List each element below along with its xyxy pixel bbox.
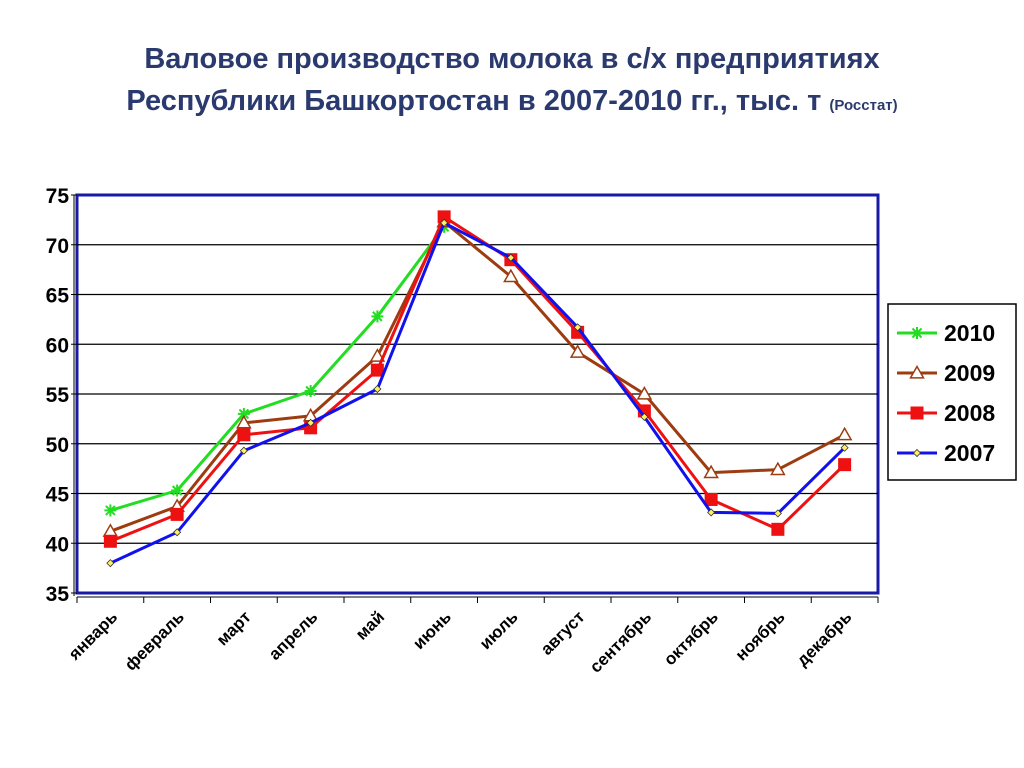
- legend: 2010 2009 2008 2007: [897, 320, 995, 466]
- point-2009-6: [503, 268, 519, 283]
- point-2010-4: [371, 310, 384, 323]
- point-2007-1: [173, 528, 182, 537]
- x-tick-label-1: февраль: [121, 607, 188, 674]
- x-tick-label-7: август: [537, 607, 588, 658]
- point-2008-0: [103, 534, 117, 548]
- series-line-2009: [109, 220, 846, 533]
- point-2007-4: [373, 384, 382, 394]
- point-2007-9: [707, 508, 716, 517]
- y-tick-label-45: 45: [46, 484, 70, 507]
- point-2010-1: [171, 484, 184, 497]
- point-2007-5: [440, 218, 449, 227]
- legend-label-2008: 2008: [944, 400, 995, 426]
- legend-marker-2008: [910, 406, 924, 420]
- x-tick-label-5: июнь: [409, 607, 455, 653]
- series-line-2007: [109, 221, 846, 565]
- point-2009-7: [569, 344, 586, 358]
- point-2008-10: [771, 522, 785, 536]
- point-2010-3: [304, 385, 317, 398]
- y-tick-label-65: 65: [46, 285, 70, 308]
- point-2007-8: [640, 412, 649, 421]
- series-line-2010: [109, 225, 446, 512]
- point-2008-9: [704, 492, 718, 506]
- x-tick-label-9: октябрь: [660, 607, 722, 669]
- x-tick-label-0: январь: [64, 607, 121, 664]
- y-tick-label-60: 60: [46, 334, 69, 357]
- x-tick-label-4: май: [352, 607, 388, 643]
- point-2007-2: [239, 446, 248, 455]
- y-tick-label-35: 35: [46, 583, 70, 606]
- point-2009-8: [636, 385, 653, 400]
- point-2007-6: [506, 253, 515, 262]
- legend-label-2009: 2009: [944, 360, 995, 386]
- point-2007-7: [573, 323, 582, 332]
- title-line-1: Валовое производство молока в с/х предпр…: [144, 43, 880, 75]
- source-label: (Росстат): [829, 97, 898, 114]
- point-2009-2: [236, 414, 252, 429]
- point-2010-0: [104, 504, 117, 517]
- point-2008-2: [237, 428, 251, 442]
- series-2009: [102, 213, 853, 537]
- y-tick-label-40: 40: [46, 533, 69, 556]
- y-tick-labels: 35 40 45 50 55 60 65 70 75: [46, 185, 70, 606]
- x-tick-label-3: апрель: [265, 607, 321, 663]
- point-2007-3: [306, 418, 315, 427]
- point-2009-9: [703, 464, 719, 479]
- point-2009-10: [770, 461, 786, 476]
- series-group: [102, 210, 853, 568]
- series-2010: [104, 220, 451, 517]
- axes: [71, 194, 879, 603]
- y-tick-label-70: 70: [46, 235, 69, 258]
- point-2007-11: [840, 443, 849, 452]
- legend-label-2010: 2010: [944, 320, 995, 346]
- legend-marker-2009: [909, 364, 925, 379]
- legend-marker-2007: [912, 448, 922, 458]
- chart-title: Валовое производство молока в с/х предпр…: [0, 38, 1024, 127]
- y-tick-label-55: 55: [46, 384, 70, 407]
- point-2009-4: [369, 348, 386, 362]
- x-tick-label-6: июль: [476, 607, 522, 653]
- legend-marker-2010: [911, 327, 923, 339]
- y-tick-label-75: 75: [46, 185, 70, 208]
- x-tick-label-10: ноябрь: [732, 607, 789, 664]
- point-2007-10: [773, 509, 782, 518]
- point-2008-4: [370, 363, 384, 377]
- point-2008-1: [170, 507, 184, 521]
- title-line-2: Республики Башкортостан в 2007-2010 гг.,…: [0, 80, 1024, 127]
- point-2008-11: [838, 458, 852, 472]
- x-tick-label-8: сентябрь: [586, 607, 655, 676]
- point-2009-11: [836, 426, 853, 441]
- y-tick-label-50: 50: [46, 434, 69, 457]
- title-line-2-text: Республики Башкортостан в 2007-2010 гг.,…: [126, 85, 822, 117]
- x-tick-labels: январь февраль март апрель май июнь июль август…: [64, 607, 855, 676]
- series-2007: [106, 218, 849, 568]
- x-tick-label-2: март: [213, 607, 255, 649]
- legend-label-2007: 2007: [944, 440, 995, 466]
- series-line-2008: [109, 215, 846, 543]
- x-tick-label-11: декабрь: [793, 607, 856, 670]
- point-2007-0: [106, 559, 115, 568]
